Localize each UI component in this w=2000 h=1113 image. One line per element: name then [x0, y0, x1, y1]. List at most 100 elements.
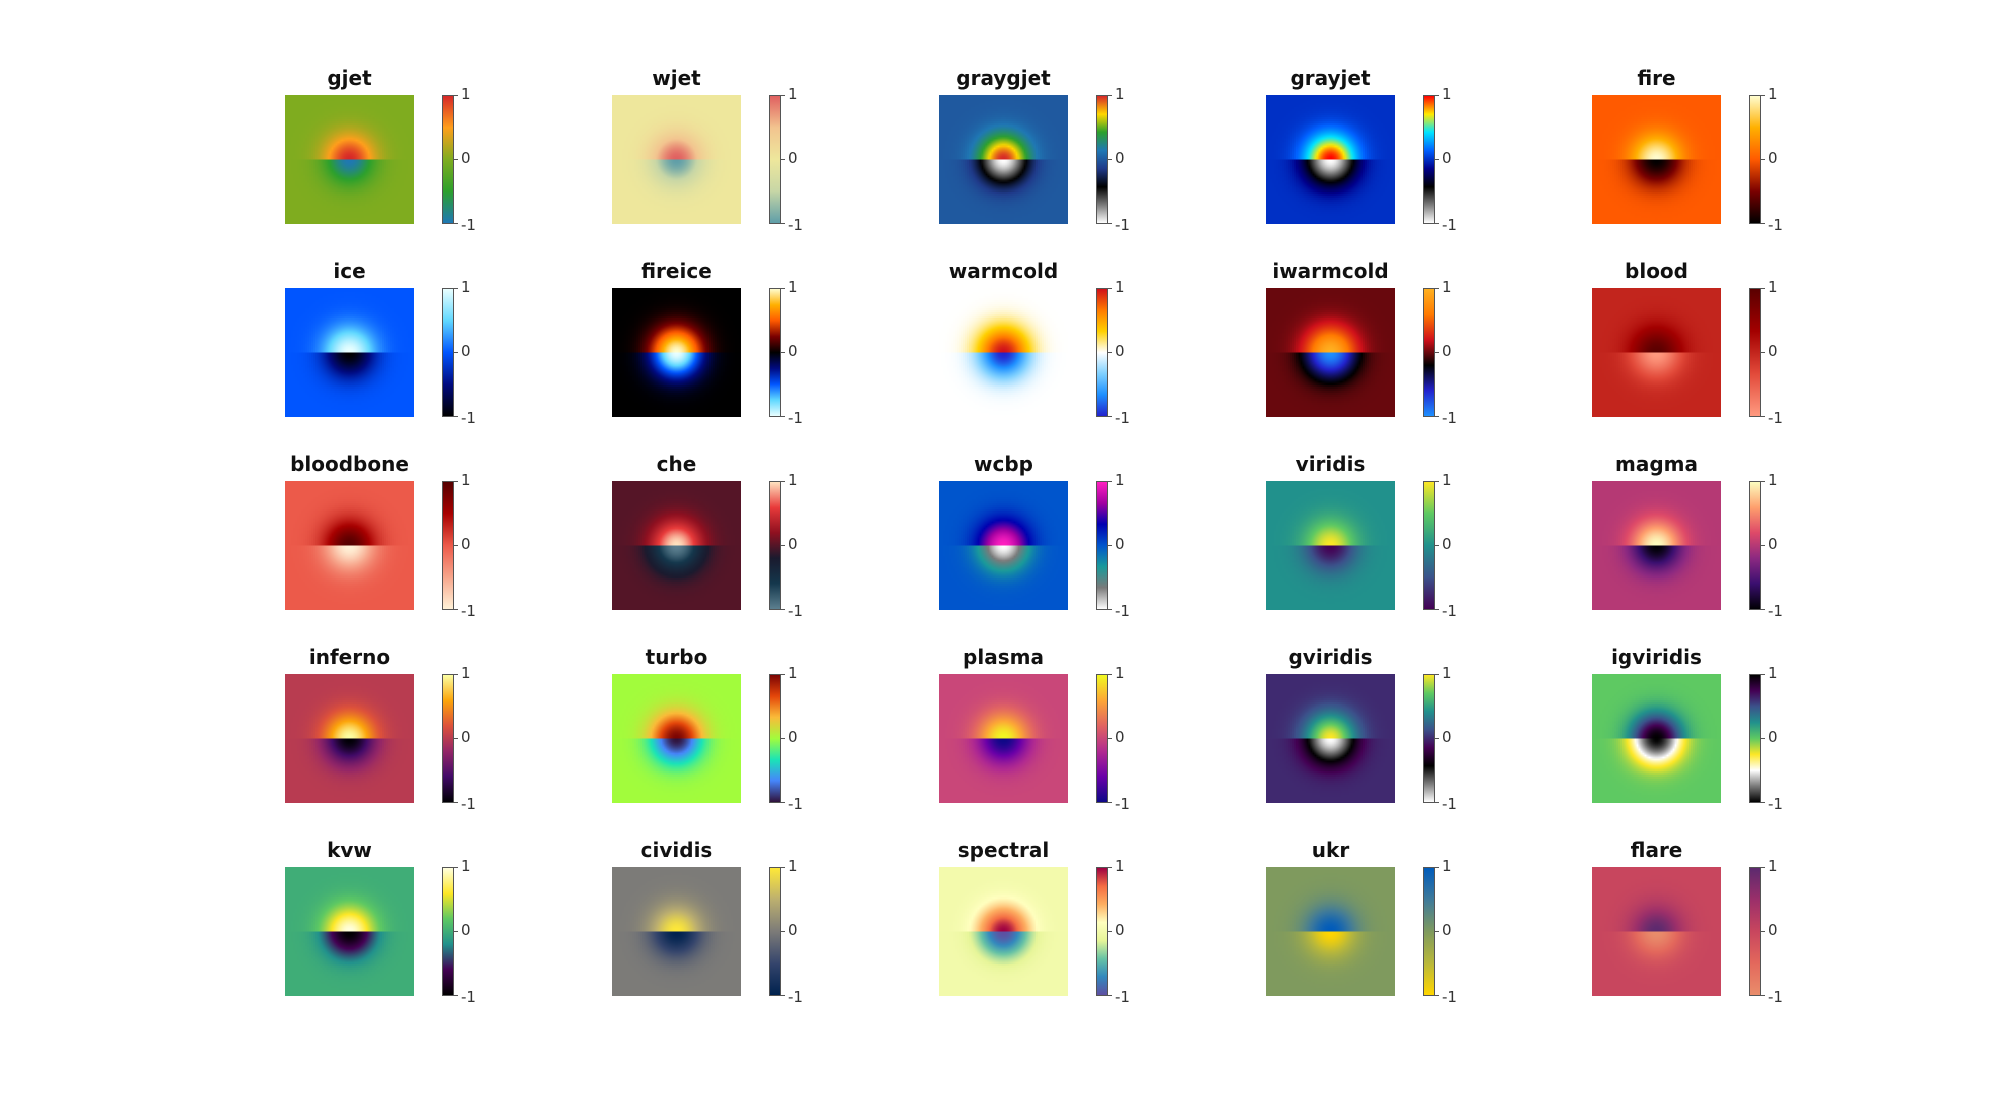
- heatmap-cell: [662, 101, 664, 103]
- heatmap-cell: [331, 151, 333, 153]
- heatmap-cell: [386, 208, 388, 210]
- heatmap-cell: [394, 125, 396, 127]
- heatmap-cell: [289, 202, 291, 204]
- heatmap-cell: [289, 198, 291, 200]
- heatmap-cell: [699, 113, 701, 115]
- heatmap-cell: [677, 107, 679, 109]
- heatmap-cell: [388, 105, 390, 107]
- heatmap-cell: [335, 107, 337, 109]
- heatmap-cell: [400, 204, 402, 206]
- heatmap-cell: [333, 121, 335, 123]
- heatmap-cell: [289, 135, 291, 137]
- heatmap-cell: [307, 125, 309, 127]
- heatmap-cell: [670, 107, 672, 109]
- heatmap-cell: [339, 149, 341, 151]
- heatmap-cell: [297, 164, 299, 166]
- heatmap-cell: [315, 133, 317, 135]
- heatmap-cell: [337, 192, 339, 194]
- heatmap-cell: [311, 188, 313, 190]
- heatmap-cell: [382, 186, 384, 188]
- heatmap-cell: [311, 115, 313, 117]
- heatmap-cell: [323, 218, 325, 220]
- heatmap-cell: [343, 182, 345, 184]
- heatmap-cell: [305, 178, 307, 180]
- heatmap-cell: [727, 103, 729, 105]
- heatmap-cell: [406, 200, 408, 202]
- heatmap-cell: [646, 97, 648, 99]
- heatmap-cell: [321, 151, 323, 153]
- heatmap-cell: [354, 105, 356, 107]
- heatmap-cell: [343, 210, 345, 212]
- heatmap-cell: [727, 107, 729, 109]
- heatmap-cell: [366, 196, 368, 198]
- heatmap-cell: [329, 218, 331, 220]
- heatmap-cell: [370, 139, 372, 141]
- heatmap-cell: [396, 129, 398, 131]
- heatmap-cell: [337, 155, 339, 157]
- heatmap-cell: [699, 103, 701, 105]
- heatmap-cell: [341, 149, 343, 151]
- heatmap-cell: [368, 222, 370, 224]
- heatmap-cell: [347, 198, 349, 200]
- heatmap-cell: [343, 178, 345, 180]
- heatmap-cell: [392, 160, 394, 162]
- heatmap-cell: [368, 139, 370, 141]
- heatmap-cell: [354, 143, 356, 145]
- heatmap-cell: [406, 186, 408, 188]
- heatmap-cell: [323, 135, 325, 137]
- heatmap-cell: [398, 133, 400, 135]
- heatmap-cell: [327, 198, 329, 200]
- heatmap-cell: [640, 119, 642, 121]
- heatmap-cell: [354, 153, 356, 155]
- heatmap-cell: [382, 143, 384, 145]
- heatmap-cell: [392, 97, 394, 99]
- heatmap-cell: [660, 101, 662, 103]
- heatmap-cell: [372, 190, 374, 192]
- heatmap-cell: [394, 166, 396, 168]
- heatmap-cell: [650, 119, 652, 121]
- heatmap-cell: [364, 95, 366, 97]
- heatmap-cell: [291, 190, 293, 192]
- heatmap-cell: [315, 202, 317, 204]
- heatmap-cell: [380, 178, 382, 180]
- heatmap-cell: [352, 109, 354, 111]
- heatmap-cell: [394, 184, 396, 186]
- heatmap-cell: [412, 133, 414, 135]
- heatmap-cell: [299, 174, 301, 176]
- heatmap-cell: [388, 119, 390, 121]
- heatmap-cell: [356, 155, 358, 157]
- heatmap-cell: [303, 115, 305, 117]
- heatmap-cell: [634, 103, 636, 105]
- heatmap-cell: [404, 97, 406, 99]
- heatmap-cell: [295, 174, 297, 176]
- heatmap-cell: [723, 119, 725, 121]
- heatmap-cell: [412, 113, 414, 115]
- heatmap-cell: [311, 131, 313, 133]
- heatmap-cell: [325, 184, 327, 186]
- heatmap-cell: [305, 216, 307, 218]
- heatmap-cell: [386, 166, 388, 168]
- heatmap-cell: [287, 125, 289, 127]
- heatmap-cell: [313, 212, 315, 214]
- heatmap-cell: [398, 105, 400, 107]
- heatmap-cell: [307, 129, 309, 131]
- heatmap-cell: [390, 95, 392, 97]
- heatmap-cell: [325, 113, 327, 115]
- heatmap-cell: [299, 113, 301, 115]
- heatmap-cell: [618, 109, 620, 111]
- heatmap-cell: [402, 137, 404, 139]
- heatmap-cell: [400, 206, 402, 208]
- heatmap-cell: [400, 109, 402, 111]
- heatmap-cell: [628, 95, 630, 97]
- heatmap-cell: [327, 109, 329, 111]
- heatmap-cell: [323, 111, 325, 113]
- heatmap-cell: [634, 115, 636, 117]
- heatmap-cell: [384, 182, 386, 184]
- heatmap-cell: [317, 121, 319, 123]
- heatmap-cell: [402, 188, 404, 190]
- heatmap-cell: [677, 103, 679, 105]
- heatmap-cell: [313, 153, 315, 155]
- heatmap-cell: [333, 162, 335, 164]
- heatmap-cell: [386, 220, 388, 222]
- heatmap-cell: [380, 121, 382, 123]
